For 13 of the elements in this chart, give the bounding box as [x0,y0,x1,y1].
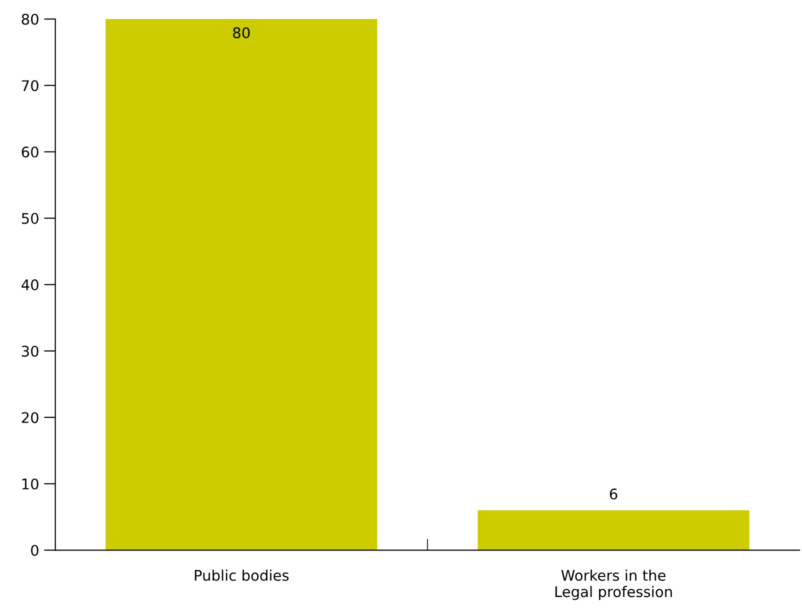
y-tick-label: 20 [22,412,38,424]
y-tick-label: 10 [22,478,38,490]
y-tick-label: 80 [22,14,38,25]
y-tick-label: 0 [31,544,38,556]
y-tick-label: 70 [22,80,38,92]
y-tick-label: 50 [22,212,38,224]
y-tick-label: 60 [22,146,38,158]
x-tick-label: Public bodies [194,570,289,581]
x-tick-label: Workers in the Legal profession [555,570,672,600]
y-tick-label: 40 [22,279,38,290]
data-label: 80 [233,27,250,38]
y-tick-label: 30 [22,346,38,357]
data-label: 6 [610,488,618,500]
